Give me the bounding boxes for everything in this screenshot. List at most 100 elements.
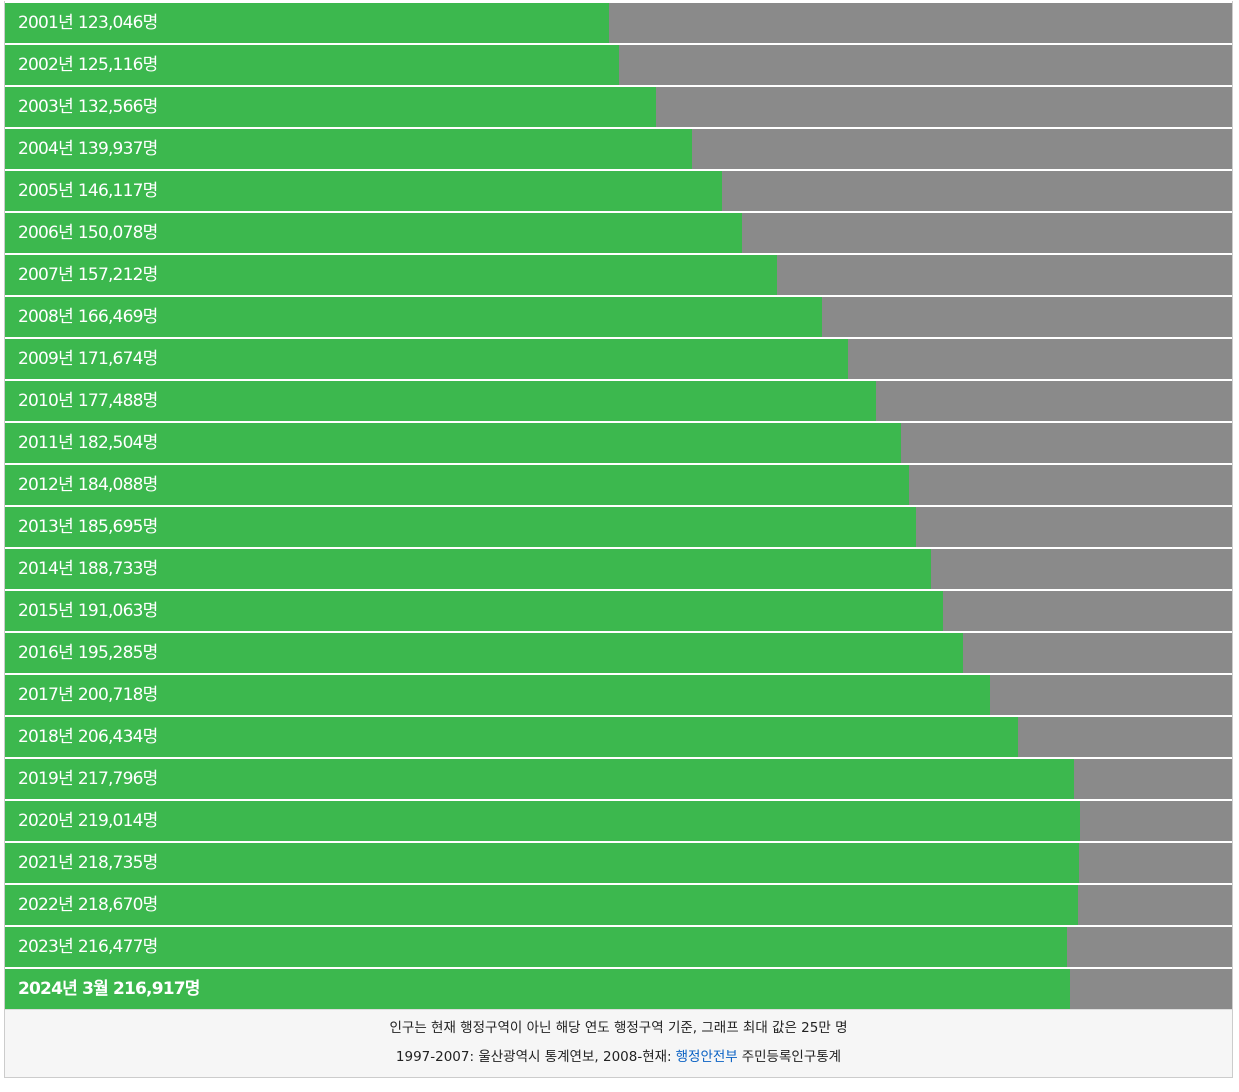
value-label: 157,212명 [77, 265, 158, 285]
bar-label: 2007년 157,212명 [18, 255, 158, 295]
value-label: 125,116명 [77, 55, 158, 75]
bar-label: 2021년 218,735명 [18, 843, 158, 883]
category-label: 2013년 [18, 517, 74, 537]
bar-row: 2021년 218,735명 [5, 843, 1232, 883]
bar-label: 2016년 195,285명 [18, 633, 158, 673]
value-label: 216,917명 [112, 979, 200, 999]
category-label: 2017년 [18, 685, 74, 705]
bar-row: 2017년 200,718명 [5, 675, 1232, 715]
bar [5, 87, 656, 127]
bar [5, 717, 1019, 757]
category-label: 2024년 3월 [18, 979, 109, 999]
bar-row: 2001년 123,046명 [5, 3, 1232, 43]
bar-label: 2008년 166,469명 [18, 297, 158, 337]
category-label: 2019년 [18, 769, 74, 789]
bar-label: 2006년 150,078명 [18, 213, 158, 253]
bar-row: 2016년 195,285명 [5, 633, 1232, 673]
category-label: 2018년 [18, 727, 74, 747]
category-label: 2014년 [18, 559, 74, 579]
source-line: 1997-2007: 울산광역시 통계연보, 2008-현재: 행정안전부 주민등록… [5, 1043, 1232, 1072]
bar-row: 2010년 177,488명 [5, 381, 1232, 421]
bar-row: 2003년 132,566명 [5, 87, 1232, 127]
value-label: 206,434명 [77, 727, 158, 747]
value-label: 200,718명 [77, 685, 158, 705]
category-label: 2022년 [18, 895, 74, 915]
bar-label: 2014년 188,733명 [18, 549, 158, 589]
bar-label: 2011년 182,504명 [18, 423, 158, 463]
bar-label: 2017년 200,718명 [18, 675, 158, 715]
bar-row: 2006년 150,078명 [5, 213, 1232, 253]
source-link[interactable]: 행정안전부 [675, 1049, 738, 1065]
bar [5, 633, 964, 673]
bar-row: 2009년 171,674명 [5, 339, 1232, 379]
category-label: 2011년 [18, 433, 74, 453]
bar [5, 213, 742, 253]
bar-label: 2009년 171,674명 [18, 339, 158, 379]
bar [5, 381, 877, 421]
bar-label: 2004년 139,937명 [18, 129, 158, 169]
bar-label: 2002년 125,116명 [18, 45, 158, 85]
bar-label: 2013년 185,695명 [18, 507, 158, 547]
category-label: 2010년 [18, 391, 74, 411]
bar-label: 2015년 191,063명 [18, 591, 158, 631]
bar-label: 2018년 206,434명 [18, 717, 158, 757]
value-label: 182,504명 [77, 433, 158, 453]
bar-label: 2012년 184,088명 [18, 465, 158, 505]
bar-row: 2023년 216,477명 [5, 927, 1232, 967]
bar [5, 339, 848, 379]
bar [5, 969, 1070, 1009]
value-label: 217,796명 [77, 769, 158, 789]
value-label: 166,469명 [77, 307, 158, 327]
bar-label: 2022년 218,670명 [18, 885, 158, 925]
bar-row: 2007년 157,212명 [5, 255, 1232, 295]
bar [5, 801, 1080, 841]
bar [5, 927, 1068, 967]
bar [5, 171, 723, 211]
bar [5, 45, 620, 85]
bar [5, 255, 777, 295]
value-label: 219,014명 [77, 811, 158, 831]
bar-row: 2005년 146,117명 [5, 171, 1232, 211]
value-label: 185,695명 [77, 517, 158, 537]
source-suffix: 주민등록인구통계 [741, 1049, 842, 1065]
bar-row: 2018년 206,434명 [5, 717, 1232, 757]
bar [5, 297, 823, 337]
bar [5, 507, 917, 547]
bar [5, 129, 692, 169]
bar-label: 2020년 219,014명 [18, 801, 158, 841]
bar-row: 2011년 182,504명 [5, 423, 1232, 463]
value-label: 132,566명 [77, 97, 158, 117]
bar-row: 2004년 139,937명 [5, 129, 1232, 169]
chart: 2001년 123,046명 2002년 125,116명 2003년 132,566명 2… [4, 1, 1233, 1078]
bar [5, 759, 1074, 799]
bar-label: 2023년 216,477명 [18, 927, 158, 967]
bar-label: 2024년 3월 216,917명 [18, 969, 200, 1009]
bar-row: 2015년 191,063명 [5, 591, 1232, 631]
category-label: 2006년 [18, 223, 74, 243]
value-label: 191,063명 [77, 601, 158, 621]
bar-label: 2010년 177,488명 [18, 381, 158, 421]
value-label: 139,937명 [77, 139, 158, 159]
bar [5, 3, 609, 43]
bar-row: 2024년 3월 216,917명 [5, 969, 1232, 1009]
bar [5, 423, 901, 463]
bar-row: 2022년 218,670명 [5, 885, 1232, 925]
category-label: 2005년 [18, 181, 74, 201]
category-label: 2023년 [18, 937, 74, 957]
category-label: 2002년 [18, 55, 74, 75]
bar-label: 2005년 146,117명 [18, 171, 158, 211]
value-label: 177,488명 [77, 391, 158, 411]
category-label: 2016년 [18, 643, 74, 663]
category-label: 2009년 [18, 349, 74, 369]
category-label: 2020년 [18, 811, 74, 831]
value-label: 218,735명 [77, 853, 158, 873]
value-label: 146,117명 [77, 181, 158, 201]
bar-row: 2020년 219,014명 [5, 801, 1232, 841]
value-label: 123,046명 [77, 13, 158, 33]
bar [5, 675, 991, 715]
bar-list: 2001년 123,046명 2002년 125,116명 2003년 132,566명 2… [5, 3, 1232, 1009]
bar-row: 2019년 217,796명 [5, 759, 1232, 799]
category-label: 2012년 [18, 475, 74, 495]
value-label: 195,285명 [77, 643, 158, 663]
